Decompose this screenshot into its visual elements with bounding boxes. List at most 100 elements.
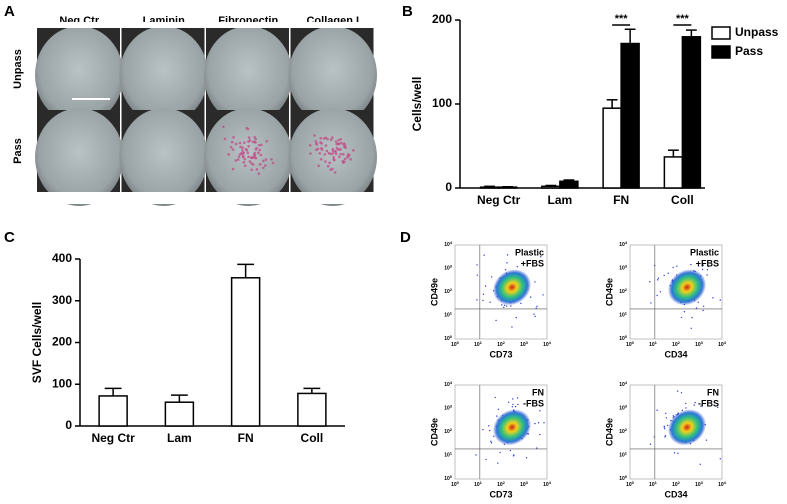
plot-note: +FBS xyxy=(521,258,544,268)
significance-label: *** xyxy=(676,13,690,25)
event-dot xyxy=(673,452,676,454)
event-dot xyxy=(516,265,519,268)
tick-exp: 0 xyxy=(450,334,453,339)
event-dot xyxy=(506,254,509,256)
tick-base: 10 xyxy=(444,429,450,435)
tick-exp: 1 xyxy=(655,340,658,345)
tick-base: 10 xyxy=(520,482,526,488)
cell xyxy=(223,137,227,141)
panel-c: 0 100 200 300 400 SVF Cells/well Neg Ctr Lam FN C… xyxy=(30,251,345,445)
y-tick-label: 102 xyxy=(619,427,628,435)
y-tick-label: 100 xyxy=(619,334,628,342)
well xyxy=(204,26,293,124)
tick-base: 10 xyxy=(497,482,503,488)
panel-label: D xyxy=(400,229,411,246)
tick-exp: 1 xyxy=(450,451,453,456)
cell xyxy=(236,158,240,161)
cell xyxy=(238,153,242,156)
y-tick-label: 102 xyxy=(444,287,453,295)
event-dot xyxy=(706,269,709,271)
tick-exp: 4 xyxy=(625,380,628,385)
cell xyxy=(337,155,341,159)
event-dot xyxy=(504,269,507,271)
plot-note: Plastic xyxy=(515,247,544,257)
panel-d: 100100101101102102103103104104CD73CD49eP… xyxy=(429,240,726,499)
plot-note: Plastic xyxy=(690,247,719,257)
cell xyxy=(318,152,322,155)
bar xyxy=(602,107,622,189)
event-dot xyxy=(488,429,491,432)
event-dot xyxy=(656,279,659,281)
well xyxy=(119,26,208,124)
event-dot xyxy=(701,268,704,271)
event-dot xyxy=(685,407,687,409)
event-dot xyxy=(656,294,658,297)
event-dot xyxy=(525,457,528,459)
tick-base: 10 xyxy=(718,342,724,348)
legend-swatch xyxy=(711,26,731,40)
cell xyxy=(249,156,253,159)
event-dot xyxy=(482,428,484,431)
cell xyxy=(241,149,244,152)
cell xyxy=(319,136,323,140)
event-dot xyxy=(484,285,487,287)
event-dot xyxy=(690,327,692,329)
tick-base: 10 xyxy=(649,482,655,488)
event-dot xyxy=(505,305,508,307)
cell xyxy=(227,153,230,156)
event-dot xyxy=(694,401,696,404)
x-tick-label: 102 xyxy=(672,480,681,488)
cell xyxy=(332,158,336,161)
cell xyxy=(257,143,261,147)
tick-exp: 0 xyxy=(450,474,453,479)
cell xyxy=(242,160,246,164)
event-dot xyxy=(503,304,506,307)
y-tick-label: 0 xyxy=(65,418,72,432)
cell xyxy=(315,148,318,152)
event-dot xyxy=(530,296,532,298)
tick-exp: 2 xyxy=(450,427,453,432)
x-tick-label: 101 xyxy=(649,340,658,348)
y-tick-label: 100 xyxy=(444,334,453,342)
cell xyxy=(231,167,235,171)
cell xyxy=(325,149,329,153)
cell xyxy=(342,160,346,164)
cell xyxy=(331,149,335,153)
tick-exp: 0 xyxy=(457,340,460,345)
cell xyxy=(237,155,241,158)
cell xyxy=(270,157,273,161)
event-dot xyxy=(683,311,686,313)
event-dot xyxy=(536,447,538,449)
y-axis-label: CD49e xyxy=(604,278,614,306)
event-dot xyxy=(475,454,477,456)
y-tick-label: 300 xyxy=(52,293,72,307)
x-axis-label: CD73 xyxy=(489,489,512,499)
tick-exp: 1 xyxy=(655,480,658,485)
event-dot xyxy=(702,264,705,266)
event-dot xyxy=(503,306,505,309)
event-dot xyxy=(695,307,698,309)
cell xyxy=(339,152,343,156)
tick-exp: 3 xyxy=(625,264,628,269)
event-dot xyxy=(700,405,702,407)
cell xyxy=(334,149,337,153)
legend-label: Pass xyxy=(735,44,763,58)
event-dot xyxy=(680,316,683,319)
tick-base: 10 xyxy=(626,482,632,488)
cell xyxy=(243,164,247,168)
tick-base: 10 xyxy=(619,429,625,435)
cell xyxy=(317,164,320,168)
event-dot xyxy=(476,299,478,301)
event-dot xyxy=(685,402,687,405)
tick-base: 10 xyxy=(619,242,625,248)
cell xyxy=(253,140,257,144)
tick-base: 10 xyxy=(619,266,625,272)
tick-base: 10 xyxy=(672,482,678,488)
tick-base: 10 xyxy=(619,453,625,459)
plot-note: -FBS xyxy=(523,398,544,408)
cell xyxy=(343,157,347,161)
cell xyxy=(260,143,263,147)
cell xyxy=(222,125,225,129)
y-tick-label: 104 xyxy=(444,240,453,248)
event-dot xyxy=(663,426,666,428)
